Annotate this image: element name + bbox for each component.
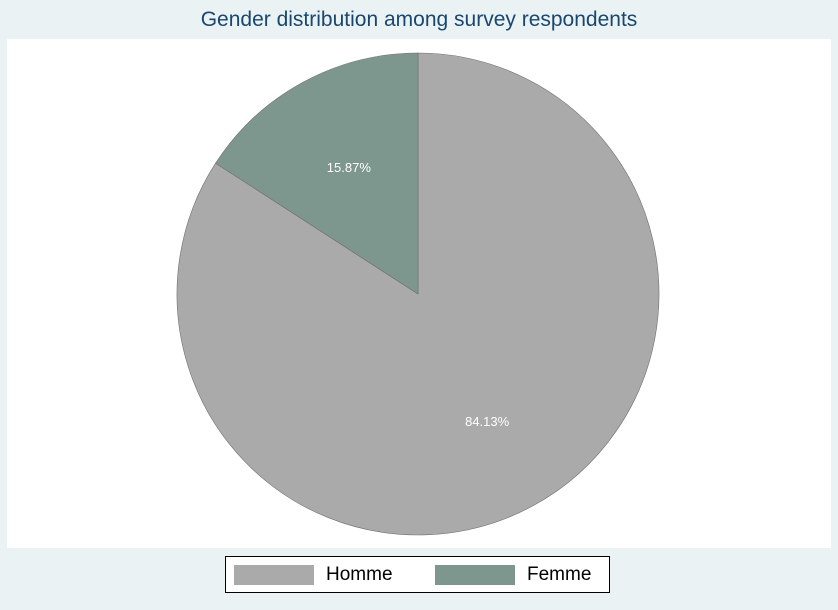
chart-title: Gender distribution among survey respond… — [200, 8, 638, 31]
slice-label-homme: 84.13% — [465, 414, 510, 429]
pie-slice-femme — [215, 52, 419, 295]
pie-chart: 84.13% 15.87% — [176, 52, 660, 536]
legend-label-homme: Homme — [326, 564, 393, 585]
legend-swatch-femme — [435, 565, 515, 585]
legend-label-femme: Femme — [527, 564, 592, 585]
plot-area: 84.13% 15.87% — [7, 39, 831, 548]
legend: Homme Femme — [225, 556, 610, 593]
legend-swatch-homme — [234, 565, 314, 585]
slice-label-femme: 15.87% — [327, 160, 372, 175]
